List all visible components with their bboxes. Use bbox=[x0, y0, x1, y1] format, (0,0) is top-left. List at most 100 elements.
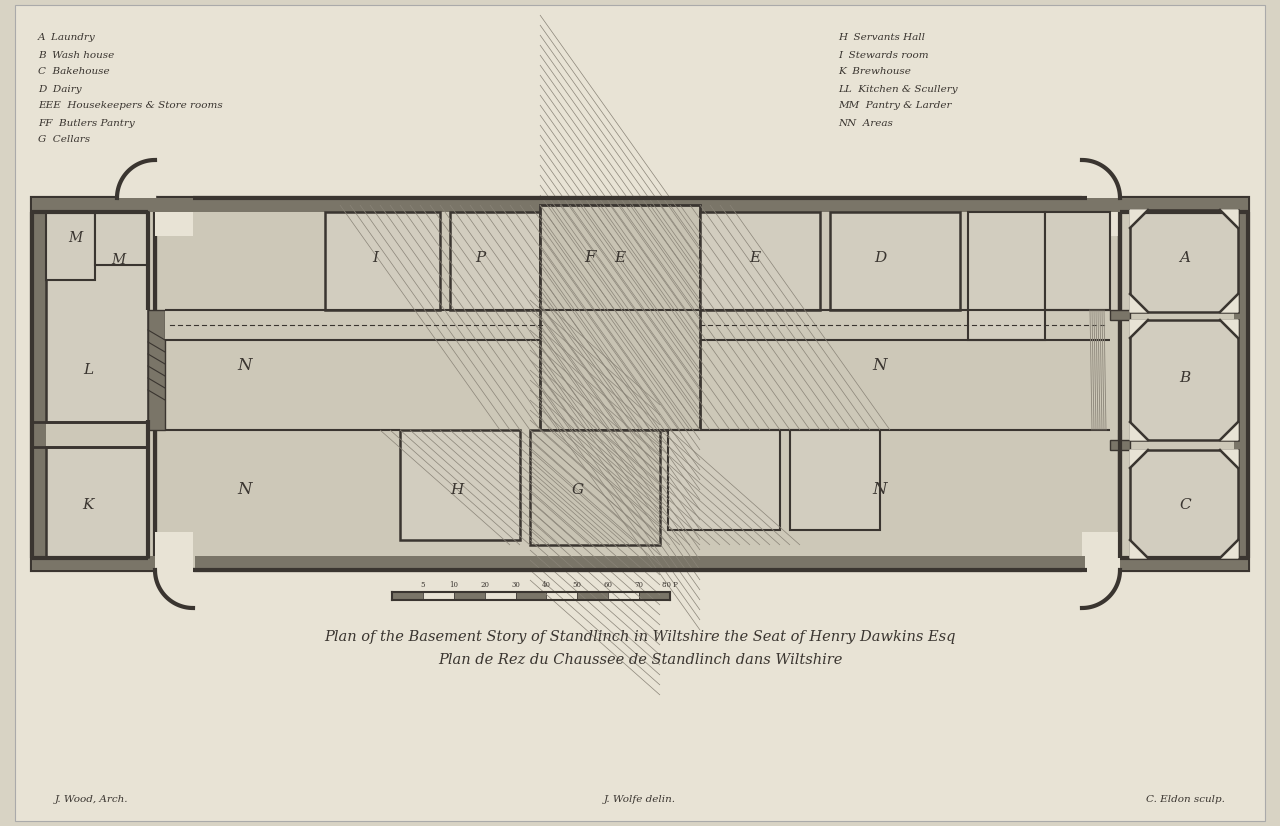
Text: N: N bbox=[873, 482, 887, 499]
Text: A  Laundry: A Laundry bbox=[38, 34, 96, 42]
Text: 60: 60 bbox=[604, 581, 613, 589]
Text: J. Wood, Arch.: J. Wood, Arch. bbox=[55, 795, 128, 805]
Text: 80 P: 80 P bbox=[662, 581, 678, 589]
Bar bbox=[1130, 450, 1238, 558]
Bar bbox=[540, 205, 700, 430]
Text: FF  Butlers Pantry: FF Butlers Pantry bbox=[38, 118, 134, 127]
Polygon shape bbox=[1220, 210, 1238, 228]
Polygon shape bbox=[1220, 320, 1238, 338]
Text: 5: 5 bbox=[421, 581, 425, 589]
Bar bbox=[968, 212, 1044, 340]
Text: G  Cellars: G Cellars bbox=[38, 135, 90, 145]
Bar bbox=[1082, 198, 1120, 236]
Bar bbox=[392, 592, 422, 600]
Text: D  Dairy: D Dairy bbox=[38, 84, 82, 93]
Bar bbox=[32, 198, 155, 212]
Bar bbox=[530, 430, 660, 545]
Bar bbox=[325, 212, 440, 310]
Bar bbox=[1130, 320, 1238, 440]
Text: N: N bbox=[238, 357, 252, 373]
Polygon shape bbox=[1130, 320, 1148, 338]
Bar bbox=[46, 212, 95, 280]
Text: 70: 70 bbox=[635, 581, 644, 589]
Text: F: F bbox=[584, 249, 595, 267]
Text: B  Wash house: B Wash house bbox=[38, 50, 114, 59]
Bar bbox=[451, 212, 540, 310]
Text: MM  Pantry & Larder: MM Pantry & Larder bbox=[838, 102, 951, 111]
Bar bbox=[454, 592, 485, 600]
Polygon shape bbox=[1220, 450, 1238, 468]
Text: P: P bbox=[475, 251, 485, 265]
Bar bbox=[155, 198, 193, 236]
Text: NN  Areas: NN Areas bbox=[838, 118, 893, 127]
Bar bbox=[32, 198, 155, 570]
Text: K  Brewhouse: K Brewhouse bbox=[838, 68, 911, 77]
Text: C. Eldon sculp.: C. Eldon sculp. bbox=[1146, 795, 1225, 805]
Bar bbox=[790, 430, 881, 530]
Text: H  Servants Hall: H Servants Hall bbox=[838, 34, 925, 42]
Bar bbox=[577, 592, 608, 600]
Text: EEE  Housekeepers & Store rooms: EEE Housekeepers & Store rooms bbox=[38, 102, 223, 111]
Bar bbox=[485, 592, 516, 600]
Bar bbox=[639, 592, 669, 600]
Polygon shape bbox=[1130, 210, 1148, 228]
Bar bbox=[1120, 198, 1248, 212]
Bar bbox=[1110, 310, 1130, 320]
Bar bbox=[399, 430, 520, 540]
Bar bbox=[95, 212, 148, 265]
Bar bbox=[516, 592, 547, 600]
Bar bbox=[32, 198, 46, 570]
Bar bbox=[155, 198, 1120, 212]
Polygon shape bbox=[1130, 540, 1148, 558]
Bar bbox=[32, 556, 155, 570]
Text: L: L bbox=[83, 363, 93, 377]
Text: D: D bbox=[874, 251, 886, 265]
Bar bbox=[155, 532, 193, 570]
Bar bbox=[148, 310, 165, 430]
Bar bbox=[46, 212, 148, 422]
Bar bbox=[1120, 198, 1248, 570]
Bar bbox=[700, 212, 820, 310]
Text: H: H bbox=[451, 483, 463, 497]
Bar bbox=[1130, 210, 1238, 312]
Polygon shape bbox=[1220, 422, 1238, 440]
Bar bbox=[422, 592, 454, 600]
Text: C: C bbox=[1179, 498, 1190, 512]
Bar bbox=[1120, 556, 1248, 570]
Bar bbox=[195, 556, 1085, 570]
Bar bbox=[165, 310, 1110, 340]
Polygon shape bbox=[1130, 450, 1148, 468]
Polygon shape bbox=[1130, 294, 1148, 312]
Bar bbox=[1234, 198, 1248, 570]
Text: LL  Kitchen & Scullery: LL Kitchen & Scullery bbox=[838, 84, 957, 93]
Text: B: B bbox=[1179, 371, 1190, 385]
Text: Plan de Rez du Chaussee de Standlinch dans Wiltshire: Plan de Rez du Chaussee de Standlinch da… bbox=[438, 653, 842, 667]
Text: 20: 20 bbox=[480, 581, 489, 589]
Text: M: M bbox=[111, 253, 125, 267]
Text: 10: 10 bbox=[449, 581, 458, 589]
Text: E: E bbox=[749, 251, 760, 265]
Text: N: N bbox=[238, 482, 252, 499]
Bar bbox=[608, 592, 639, 600]
Text: N: N bbox=[873, 357, 887, 373]
Bar bbox=[829, 212, 960, 310]
Text: 30: 30 bbox=[511, 581, 520, 589]
Bar bbox=[155, 198, 1120, 570]
Text: G: G bbox=[572, 483, 584, 497]
Bar bbox=[1110, 440, 1130, 450]
Text: J. Wolfe delin.: J. Wolfe delin. bbox=[604, 795, 676, 805]
Text: E: E bbox=[614, 251, 626, 265]
Text: A: A bbox=[1179, 251, 1190, 265]
Text: I  Stewards room: I Stewards room bbox=[838, 50, 928, 59]
Text: 40: 40 bbox=[541, 581, 550, 589]
Polygon shape bbox=[1220, 540, 1238, 558]
Polygon shape bbox=[1220, 294, 1238, 312]
Text: Plan of the Basement Story of Standlinch in Wiltshire the Seat of Henry Dawkins : Plan of the Basement Story of Standlinch… bbox=[324, 630, 956, 644]
Bar bbox=[547, 592, 577, 600]
Bar bbox=[1082, 532, 1120, 570]
Text: 50: 50 bbox=[573, 581, 582, 589]
Polygon shape bbox=[1130, 422, 1148, 440]
Text: C  Bakehouse: C Bakehouse bbox=[38, 68, 110, 77]
Bar bbox=[668, 430, 780, 530]
Text: M: M bbox=[68, 231, 82, 245]
